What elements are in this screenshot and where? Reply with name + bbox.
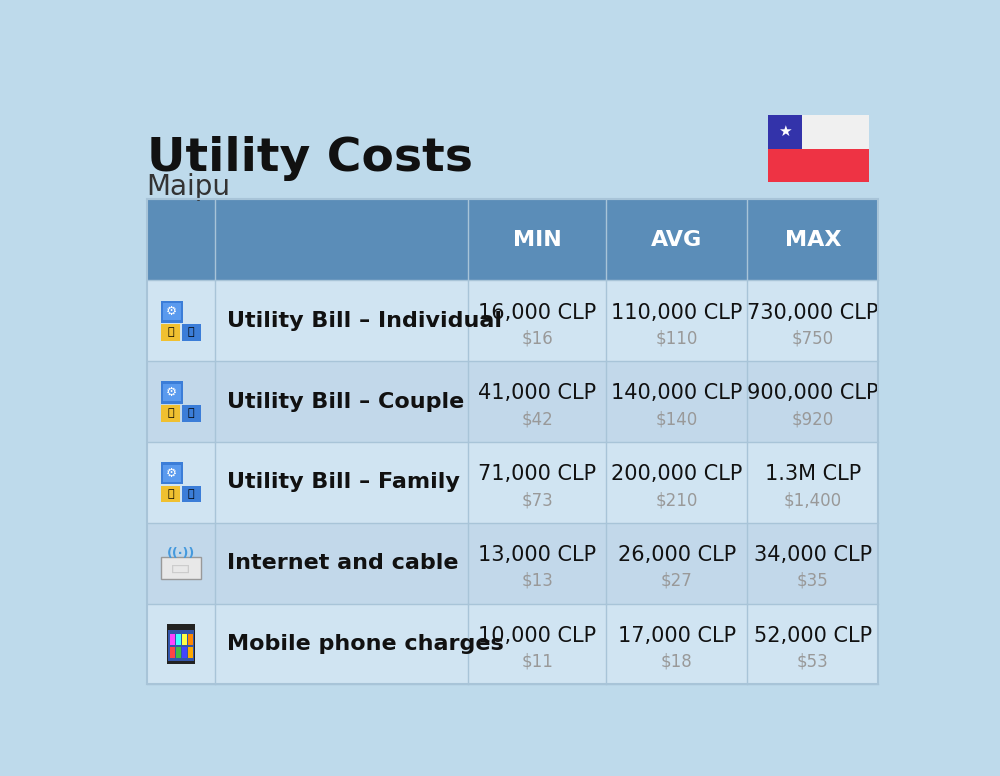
Bar <box>182 486 201 502</box>
Text: 🧑: 🧑 <box>167 408 174 418</box>
Bar <box>147 604 878 684</box>
Bar <box>161 557 201 579</box>
Text: 26,000 CLP: 26,000 CLP <box>618 545 736 565</box>
Text: 1.3M CLP: 1.3M CLP <box>765 464 861 484</box>
Text: 34,000 CLP: 34,000 CLP <box>754 545 872 565</box>
Text: 52,000 CLP: 52,000 CLP <box>754 626 872 646</box>
Text: $13: $13 <box>521 572 553 590</box>
Bar <box>161 324 180 341</box>
Text: ⚙: ⚙ <box>166 386 178 399</box>
Bar <box>182 324 201 341</box>
Text: MAX: MAX <box>785 230 841 250</box>
Bar <box>768 148 869 182</box>
Bar <box>168 629 194 661</box>
Bar <box>147 199 878 280</box>
Text: Maipu: Maipu <box>147 173 231 201</box>
Text: 🧑: 🧑 <box>167 489 174 499</box>
Text: 200,000 CLP: 200,000 CLP <box>611 464 742 484</box>
Text: 16,000 CLP: 16,000 CLP <box>478 303 596 323</box>
Bar <box>161 382 183 404</box>
Text: Internet and cable: Internet and cable <box>227 553 458 573</box>
Bar <box>188 647 193 658</box>
Text: 🔧: 🔧 <box>188 489 195 499</box>
Bar <box>147 523 878 604</box>
Text: $1,400: $1,400 <box>784 491 842 509</box>
Bar <box>182 405 201 421</box>
Bar <box>176 647 181 658</box>
Text: MIN: MIN <box>513 230 562 250</box>
Text: $16: $16 <box>521 330 553 348</box>
Bar <box>176 635 181 646</box>
Text: ⚙: ⚙ <box>166 305 178 318</box>
Text: 🔧: 🔧 <box>188 327 195 338</box>
Text: $73: $73 <box>521 491 553 509</box>
Bar <box>182 635 187 646</box>
Bar <box>147 361 878 442</box>
Bar <box>161 462 183 484</box>
Text: Mobile phone charges: Mobile phone charges <box>227 634 503 654</box>
Text: Utility Bill – Family: Utility Bill – Family <box>227 473 459 492</box>
Text: $110: $110 <box>656 330 698 348</box>
Text: $42: $42 <box>521 411 553 428</box>
Bar <box>163 384 181 400</box>
Text: 900,000 CLP: 900,000 CLP <box>747 383 879 404</box>
Bar <box>147 280 878 361</box>
Text: 🔧: 🔧 <box>188 408 195 418</box>
Bar <box>170 647 175 658</box>
Text: AVG: AVG <box>651 230 702 250</box>
Bar <box>167 624 195 664</box>
Text: Utility Bill – Individual: Utility Bill – Individual <box>227 310 502 331</box>
Text: $11: $11 <box>521 653 553 670</box>
Text: 730,000 CLP: 730,000 CLP <box>747 303 879 323</box>
Text: 🧑: 🧑 <box>167 327 174 338</box>
Text: $35: $35 <box>797 572 829 590</box>
Text: $920: $920 <box>792 411 834 428</box>
Text: $210: $210 <box>656 491 698 509</box>
Text: $18: $18 <box>661 653 693 670</box>
Text: ⚙: ⚙ <box>166 466 178 480</box>
Bar <box>188 635 193 646</box>
Text: $750: $750 <box>792 330 834 348</box>
Bar <box>161 300 183 323</box>
Text: 71,000 CLP: 71,000 CLP <box>478 464 596 484</box>
Bar <box>161 405 180 421</box>
Text: Utility Bill – Couple: Utility Bill – Couple <box>227 392 464 411</box>
Bar <box>161 486 180 502</box>
Text: ★: ★ <box>778 124 792 139</box>
Text: 10,000 CLP: 10,000 CLP <box>478 626 596 646</box>
Text: $27: $27 <box>661 572 693 590</box>
Text: Utility Costs: Utility Costs <box>147 137 473 182</box>
Text: ((·)): ((·)) <box>167 547 195 559</box>
Bar <box>768 115 802 148</box>
Bar <box>802 115 869 148</box>
Text: 17,000 CLP: 17,000 CLP <box>618 626 736 646</box>
Text: $53: $53 <box>797 653 829 670</box>
Bar <box>170 635 175 646</box>
Text: 140,000 CLP: 140,000 CLP <box>611 383 742 404</box>
Text: $140: $140 <box>656 411 698 428</box>
Bar <box>163 303 181 320</box>
Bar <box>147 442 878 523</box>
Text: 41,000 CLP: 41,000 CLP <box>478 383 596 404</box>
Text: 110,000 CLP: 110,000 CLP <box>611 303 742 323</box>
Bar <box>182 647 187 658</box>
Text: ▭: ▭ <box>170 559 191 578</box>
Bar <box>163 465 181 482</box>
Text: 13,000 CLP: 13,000 CLP <box>478 545 596 565</box>
